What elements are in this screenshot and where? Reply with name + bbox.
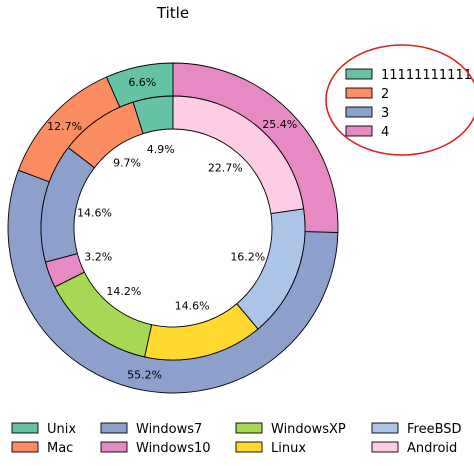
outer-slice-label-2: 55.2%: [127, 368, 162, 381]
inner-legend-swatch-6: [371, 422, 399, 434]
inner-legend-label-1: Mac: [47, 441, 73, 456]
inner-slice-7: [172, 95, 305, 215]
inner-ring: [40, 95, 306, 361]
inner-slice-label-0: 4.9%: [147, 143, 175, 156]
inner-slice-label-6: 16.2%: [230, 250, 265, 263]
inner-legend-label-3: Windows10: [136, 441, 211, 456]
chart-title: Title: [156, 4, 189, 22]
outer-legend-label-2: 3: [381, 106, 389, 121]
outer-legend-swatch-1: [345, 87, 373, 99]
inner-legend-label-6: FreeBSD: [407, 422, 462, 437]
inner-legend-label-0: Unix: [47, 422, 76, 437]
inner-legend-swatch-0: [11, 422, 39, 434]
outer-legend-label-0: 11111111111: [381, 68, 472, 83]
slice-labels: 6.6% 12.7% 55.2% 25.4% 4.9% 9.7% 14.6% 3.2% 14.2…: [47, 76, 297, 381]
inner-slice-label-2: 14.6%: [77, 206, 112, 219]
outer-legend-swatch-0: [345, 68, 373, 80]
outer-slice-label-0: 6.6%: [128, 76, 156, 89]
inner-legend-label-5: Linux: [271, 441, 306, 456]
inner-slice-label-1: 9.7%: [113, 157, 141, 170]
outer-legend-swatch-2: [345, 106, 373, 118]
inner-slice-label-7: 22.7%: [208, 161, 243, 174]
outer-legend-label-3: 4: [381, 125, 389, 140]
legend-highlight-ellipse: [325, 44, 474, 156]
inner-legend-swatch-2: [100, 422, 128, 434]
inner-legend: Unix Mac Windows7 Windows10 WindowsXP Linux Fr…: [11, 422, 462, 456]
inner-slice-label-5: 14.6%: [175, 300, 210, 313]
inner-legend-swatch-4: [235, 422, 263, 434]
outer-slice-label-3: 25.4%: [262, 118, 297, 131]
inner-legend-label-4: WindowsXP: [271, 422, 346, 437]
inner-legend-swatch-7: [371, 441, 399, 453]
outer-ring: [7, 62, 339, 394]
outer-legend: 11111111111 2 3 4: [345, 68, 472, 140]
inner-legend-label-2: Windows7: [136, 422, 202, 437]
outer-legend-swatch-3: [345, 125, 373, 137]
inner-legend-swatch-3: [100, 441, 128, 453]
inner-legend-label-7: Android: [407, 441, 457, 456]
inner-legend-swatch-1: [11, 441, 39, 453]
inner-slice-label-3: 3.2%: [84, 250, 112, 263]
outer-legend-label-1: 2: [381, 87, 389, 102]
inner-slice-label-4: 14.2%: [106, 285, 141, 298]
outer-slice-label-1: 12.7%: [47, 120, 82, 133]
inner-legend-swatch-5: [235, 441, 263, 453]
